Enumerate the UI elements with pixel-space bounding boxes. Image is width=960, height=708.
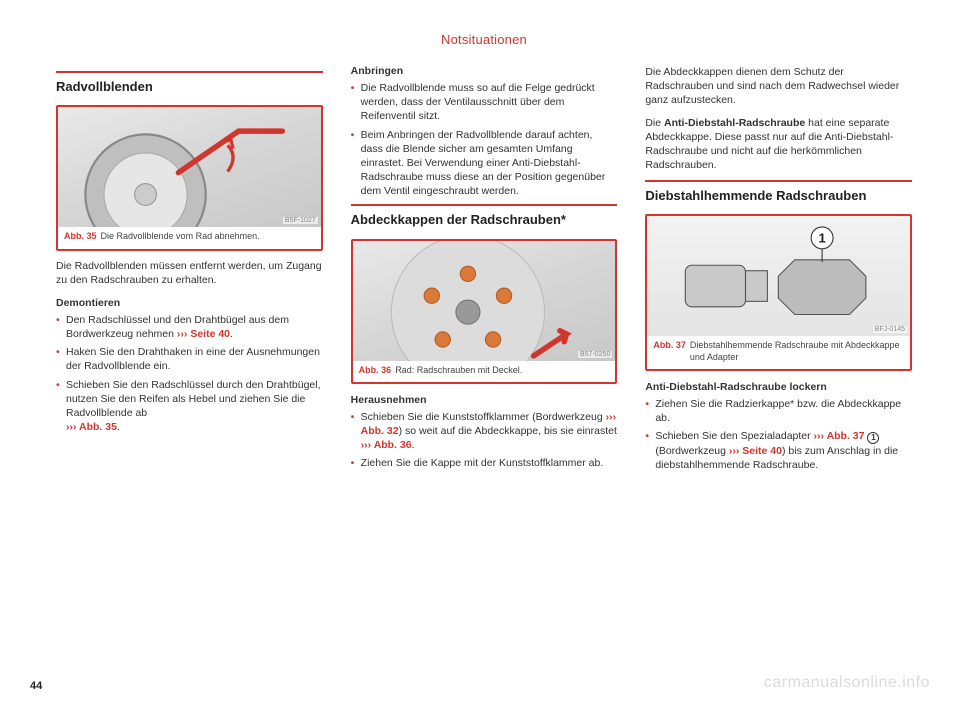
figure-37-text: Diebstahlhemmende Radschraube mit Abdeck… — [690, 340, 904, 363]
paragraph: Die Anti-Diebstahl-Radschraube hat eine … — [645, 116, 912, 173]
manual-page: Notsituationen Radvollblenden B5F-1027 — [0, 0, 960, 708]
list-item: Beim Anbringen der Radvollblende darauf … — [351, 128, 618, 199]
figure-36-image: B57-0250 — [353, 241, 616, 361]
figure-35-caption: Abb. 35 Die Radvollblende vom Rad abnehm… — [58, 227, 321, 248]
section-rule: Radvollblenden — [56, 71, 323, 95]
figure-35-text: Die Radvollblende vom Rad abnehmen. — [101, 231, 260, 242]
figure-36-ref: Abb. 36 — [359, 365, 392, 376]
section-title-radvollblenden: Radvollblenden — [56, 73, 323, 95]
crossref: ››› Abb. 35 — [66, 421, 117, 433]
crossref: ››› Abb. 36 — [361, 439, 412, 451]
running-head: Notsituationen — [56, 32, 912, 47]
list-item: Schieben Sie den Radschlüssel durch den … — [56, 378, 323, 435]
list-item-tail: . — [230, 328, 233, 340]
figure-37-ref: Abb. 37 — [653, 340, 686, 363]
figure-37-caption: Abb. 37 Diebstahlhemmende Radschraube mi… — [647, 336, 910, 369]
wheel-bolt-caps-icon — [353, 241, 616, 361]
locking-bolt-adapter-icon: 1 — [647, 216, 910, 336]
list-item-text: Schieben Sie die Kunststoffklammer (Bord… — [361, 411, 606, 423]
figure-36-code: B57-0250 — [578, 351, 612, 358]
list-item-text: ) so weit auf die Abdeckkappe, bis sie e… — [399, 425, 617, 437]
list-item: Ziehen Sie die Kappe mit der Kunststoffk… — [351, 456, 618, 470]
wheel-cover-removal-icon — [58, 107, 321, 227]
list-item: Schieben Sie den Spezialadapter ››› Abb.… — [645, 429, 912, 472]
subhead-lockern: Anti-Diebstahl-Radschraube lockern — [645, 381, 912, 393]
figure-37-image: 1 BFJ-0145 — [647, 216, 910, 336]
crossref: ››› Seite 40 — [729, 445, 782, 457]
list-herausnehmen: Schieben Sie die Kunststoffklammer (Bord… — [351, 410, 618, 471]
figure-37-code: BFJ-0145 — [873, 326, 907, 333]
figure-37: 1 BFJ-0145 Abb. 37 Diebstahlhemmende Rad… — [645, 214, 912, 371]
list-item-text: Schieben Sie den Spezialadapter — [655, 430, 813, 442]
section-title-diebstahl: Diebstahlhemmende Radschrauben — [645, 182, 912, 204]
list-item-text: Schieben Sie den Radschlüssel durch den … — [66, 379, 321, 419]
page-number: 44 — [30, 680, 42, 692]
column-2: Anbringen Die Radvollblende muss so auf … — [351, 65, 618, 477]
list-anbringen: Die Radvollblende muss so auf die Felge … — [351, 81, 618, 198]
list-item: Haken Sie den Drahthaken in eine der Aus… — [56, 345, 323, 373]
crossref: ››› Seite 40 — [177, 328, 230, 340]
list-item: Den Radschlüssel und den Drahtbügel aus … — [56, 313, 323, 341]
column-1: Radvollblenden B5F-1027 Abb. 35 Die Radv… — [56, 65, 323, 477]
paragraph: Die Radvollblenden müssen entfernt werde… — [56, 259, 323, 287]
text: Die — [645, 117, 664, 129]
list-item-tail: . — [412, 439, 415, 451]
subhead-anbringen: Anbringen — [351, 65, 618, 77]
figure-35-code: B5F-1027 — [283, 217, 318, 224]
list-item-text: (Bordwerkzeug — [655, 445, 729, 457]
section-title-abdeckkappen: Abdeckkappen der Radschrauben* — [351, 206, 618, 228]
subhead-herausnehmen: Herausnehmen — [351, 394, 618, 406]
paragraph: Die Abdeckkappen dienen dem Schutz der R… — [645, 65, 912, 108]
text-bold: Anti-Diebstahl-Radschraube — [664, 117, 805, 129]
figure-35-ref: Abb. 35 — [64, 231, 97, 242]
list-item: Schieben Sie die Kunststoffklammer (Bord… — [351, 410, 618, 453]
list-lockern: Ziehen Sie die Radzierkappe* bzw. die Ab… — [645, 397, 912, 473]
figure-35: B5F-1027 Abb. 35 Die Radvollblende vom R… — [56, 105, 323, 250]
figure-36-text: Rad: Radschrauben mit Deckel. — [395, 365, 522, 376]
figure-36: B57-0250 Abb. 36 Rad: Radschrauben mit D… — [351, 239, 618, 384]
figure-36-caption: Abb. 36 Rad: Radschrauben mit Deckel. — [353, 361, 616, 382]
list-item: Ziehen Sie die Radzierkappe* bzw. die Ab… — [645, 397, 912, 425]
figure-35-image: B5F-1027 — [58, 107, 321, 227]
subhead-demontieren: Demontieren — [56, 297, 323, 309]
figure-37-badge: 1 — [819, 231, 826, 246]
list-demontieren: Den Radschlüssel und den Drahtbügel aus … — [56, 313, 323, 434]
column-3: Die Abdeckkappen dienen dem Schutz der R… — [645, 65, 912, 477]
callout-badge: 1 — [867, 432, 879, 444]
columns: Radvollblenden B5F-1027 Abb. 35 Die Radv… — [56, 65, 912, 477]
section-rule: Diebstahlhemmende Radschrauben — [645, 180, 912, 204]
list-item-tail: . — [117, 421, 120, 433]
crossref: ››› Abb. 37 — [814, 430, 865, 442]
section-rule: Abdeckkappen der Radschrauben* — [351, 204, 618, 228]
watermark: carmanualsonline.info — [764, 674, 930, 692]
list-item: Die Radvollblende muss so auf die Felge … — [351, 81, 618, 124]
